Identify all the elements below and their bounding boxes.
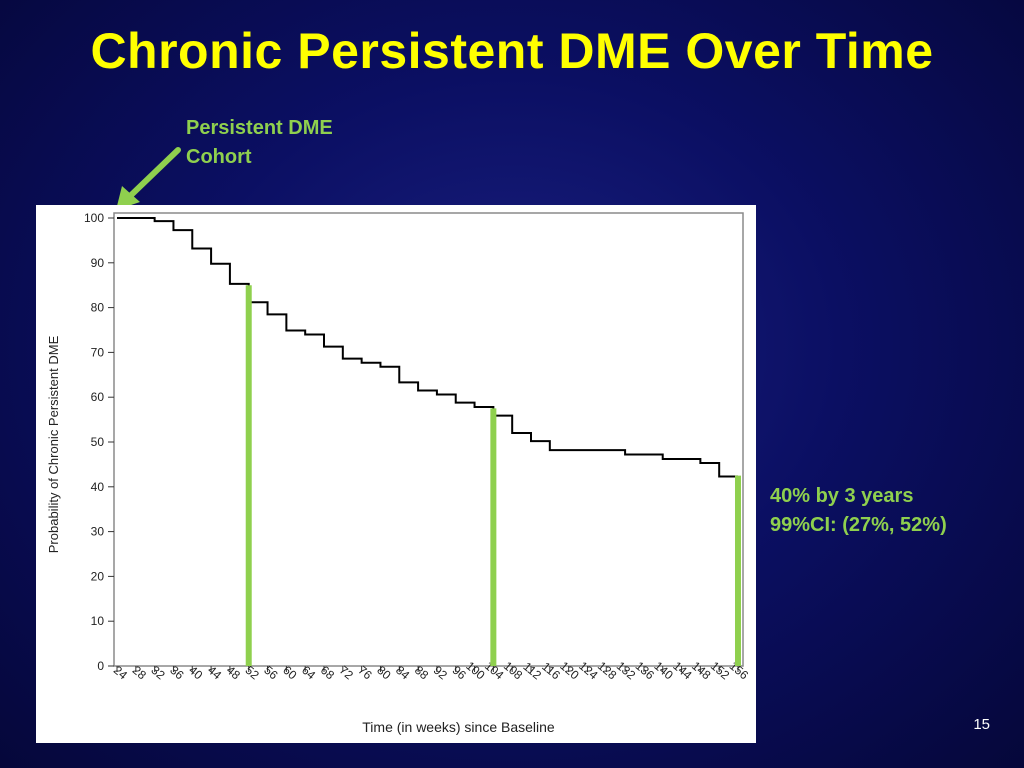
y-tick-label: 70 (91, 345, 105, 359)
y-tick-label: 0 (97, 659, 104, 673)
result-note-line1: 40% by 3 years (770, 485, 914, 507)
cohort-label-line2: Cohort (186, 146, 252, 168)
y-tick-label: 20 (91, 569, 105, 583)
chart-panel: 0 10 20 30 40 50 60 70 80 90 100 24 28 32 36 40 44 48 52 56… (36, 205, 756, 743)
y-tick-label: 60 (91, 390, 105, 404)
survival-step-line (117, 217, 738, 478)
y-tick-label: 80 (91, 301, 105, 315)
y-tick-label: 40 (91, 480, 105, 494)
y-axis-label: Probability of Chronic Persistent DME (46, 335, 61, 553)
slide-number: 15 (973, 716, 990, 733)
plot-frame (113, 212, 744, 667)
y-tick-label: 50 (91, 435, 105, 449)
cohort-label-line1: Persistent DME (186, 117, 333, 139)
y-tick-label: 30 (91, 525, 105, 539)
y-tick-label: 90 (91, 256, 105, 270)
y-tick-label: 100 (84, 211, 104, 225)
cohort-label: Persistent DME Cohort (186, 114, 406, 172)
pointer-arrow-icon (116, 147, 181, 210)
y-tick-label: 10 (91, 614, 105, 628)
result-note-line2: 99%CI: (27%, 52%) (770, 514, 947, 536)
slide-title: Chronic Persistent DME Over Time (90, 23, 934, 79)
result-note: 40% by 3 years 99%CI: (27%, 52%) (770, 482, 1020, 540)
x-axis-label: Time (in weeks) since Baseline (362, 719, 555, 735)
